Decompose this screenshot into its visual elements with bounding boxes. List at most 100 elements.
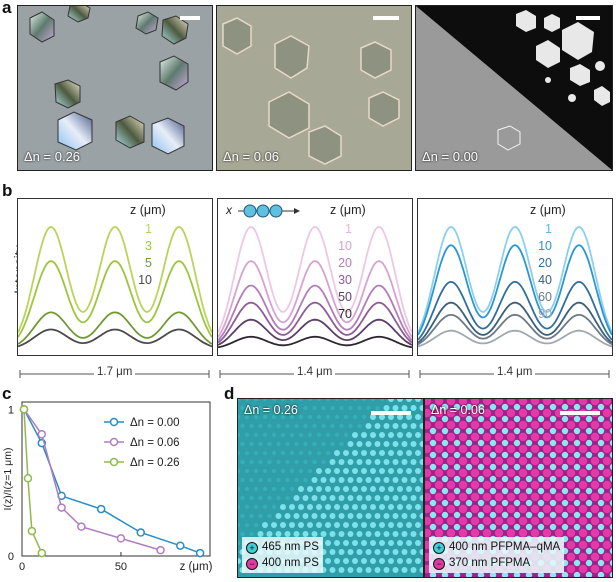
particle-dot [253, 522, 259, 528]
particle-dot [284, 531, 291, 537]
particle-dot [549, 523, 557, 531]
particle-dot [303, 405, 308, 411]
particle-dot [249, 459, 254, 465]
particle-dot [374, 459, 381, 465]
particle-dot [289, 414, 295, 420]
particle-dot [415, 399, 421, 402]
particle-dot [379, 558, 385, 564]
particle-dot [415, 432, 421, 438]
particle-dot [370, 468, 376, 474]
particle-dot [271, 414, 277, 420]
particle-dot [388, 414, 394, 420]
particle-dot [477, 571, 485, 577]
series-line [23, 408, 161, 551]
particle-dot [561, 511, 569, 519]
data-point [96, 504, 106, 514]
data-point [156, 545, 165, 555]
particle-dot [379, 399, 385, 402]
particle-dot [597, 535, 605, 543]
particle-dot [429, 415, 437, 423]
particle-dot [410, 549, 417, 555]
particle-dot [262, 399, 268, 402]
series-line [23, 408, 201, 554]
particle-dot [338, 531, 345, 537]
particle-dot [530, 432, 540, 442]
particle-dot [489, 487, 497, 495]
particle-dot [482, 399, 492, 406]
particle-dot [334, 414, 340, 420]
particle-dot [470, 399, 480, 406]
particle-dot [383, 405, 390, 411]
profile-curve [417, 280, 613, 341]
particle-dot [267, 423, 272, 429]
particle-dot [494, 528, 504, 538]
particle-dot [537, 499, 545, 507]
particle-dot [343, 414, 349, 420]
particle-dot [434, 504, 444, 514]
particle-dot [240, 441, 245, 447]
particle-dot [383, 531, 390, 537]
particle-dot [518, 456, 528, 466]
particle-dot [397, 468, 403, 474]
particle-dot [238, 522, 241, 528]
particle-dot [525, 499, 533, 507]
particle-dot [453, 439, 461, 447]
particle-dot [280, 414, 286, 420]
particle-dot [307, 504, 313, 510]
legend-text: 465 nm PS [262, 541, 319, 553]
particle-dot [590, 528, 600, 538]
profile-curve [17, 225, 213, 333]
particle-dot [410, 567, 417, 573]
particle-dot [352, 468, 358, 474]
particle-dot [566, 444, 576, 454]
particle-dot [348, 423, 353, 429]
particle-dot [578, 528, 588, 538]
particle-dot [578, 516, 588, 526]
particle-dot [425, 480, 432, 490]
particle-dot [289, 522, 295, 528]
particle-dot [489, 499, 497, 507]
particle-dot [338, 513, 345, 519]
z-legend: 1 10 20 40 60 90 [522, 221, 552, 323]
series-line [23, 409, 43, 554]
particle-dot [401, 441, 408, 447]
particle-dot [465, 463, 473, 471]
particle-dot [352, 486, 358, 492]
particle-dot [602, 528, 612, 538]
particle-dot [566, 456, 576, 466]
particle-dot [289, 486, 295, 492]
particle-dot [458, 504, 468, 514]
particle-dot [392, 459, 399, 465]
particle-dot [240, 405, 245, 411]
minus-icon: − [433, 558, 445, 570]
particle-dot [280, 486, 286, 492]
particle-dot [240, 531, 245, 537]
particle-dot [525, 511, 533, 519]
particle-dot [307, 414, 313, 420]
y-tick-label: 1 [8, 404, 14, 416]
particle-dot [401, 513, 408, 519]
particle-dot [446, 504, 456, 514]
particle-dot [446, 432, 456, 442]
particle-dot [585, 487, 593, 495]
particle-dot [271, 399, 277, 402]
particle-dot [513, 571, 521, 577]
particle-dot [410, 459, 417, 465]
panel-label-c: c [2, 384, 12, 403]
particle-dot [585, 535, 593, 543]
panel-label-a: a [2, 0, 12, 17]
particle-dot [238, 540, 241, 546]
particle-dot [578, 480, 588, 490]
particle-dot [262, 486, 268, 492]
particle-dot [441, 523, 449, 531]
particle-dot [482, 444, 492, 454]
particle-dot [501, 523, 509, 531]
particle-dot [578, 564, 588, 574]
particle-dot [518, 516, 528, 526]
particle-dot [271, 450, 277, 456]
particle-dot [446, 444, 456, 454]
particle-dot [316, 414, 322, 420]
particle-dot [470, 456, 480, 466]
particle-dot [275, 513, 282, 519]
particle-dot [446, 468, 456, 478]
